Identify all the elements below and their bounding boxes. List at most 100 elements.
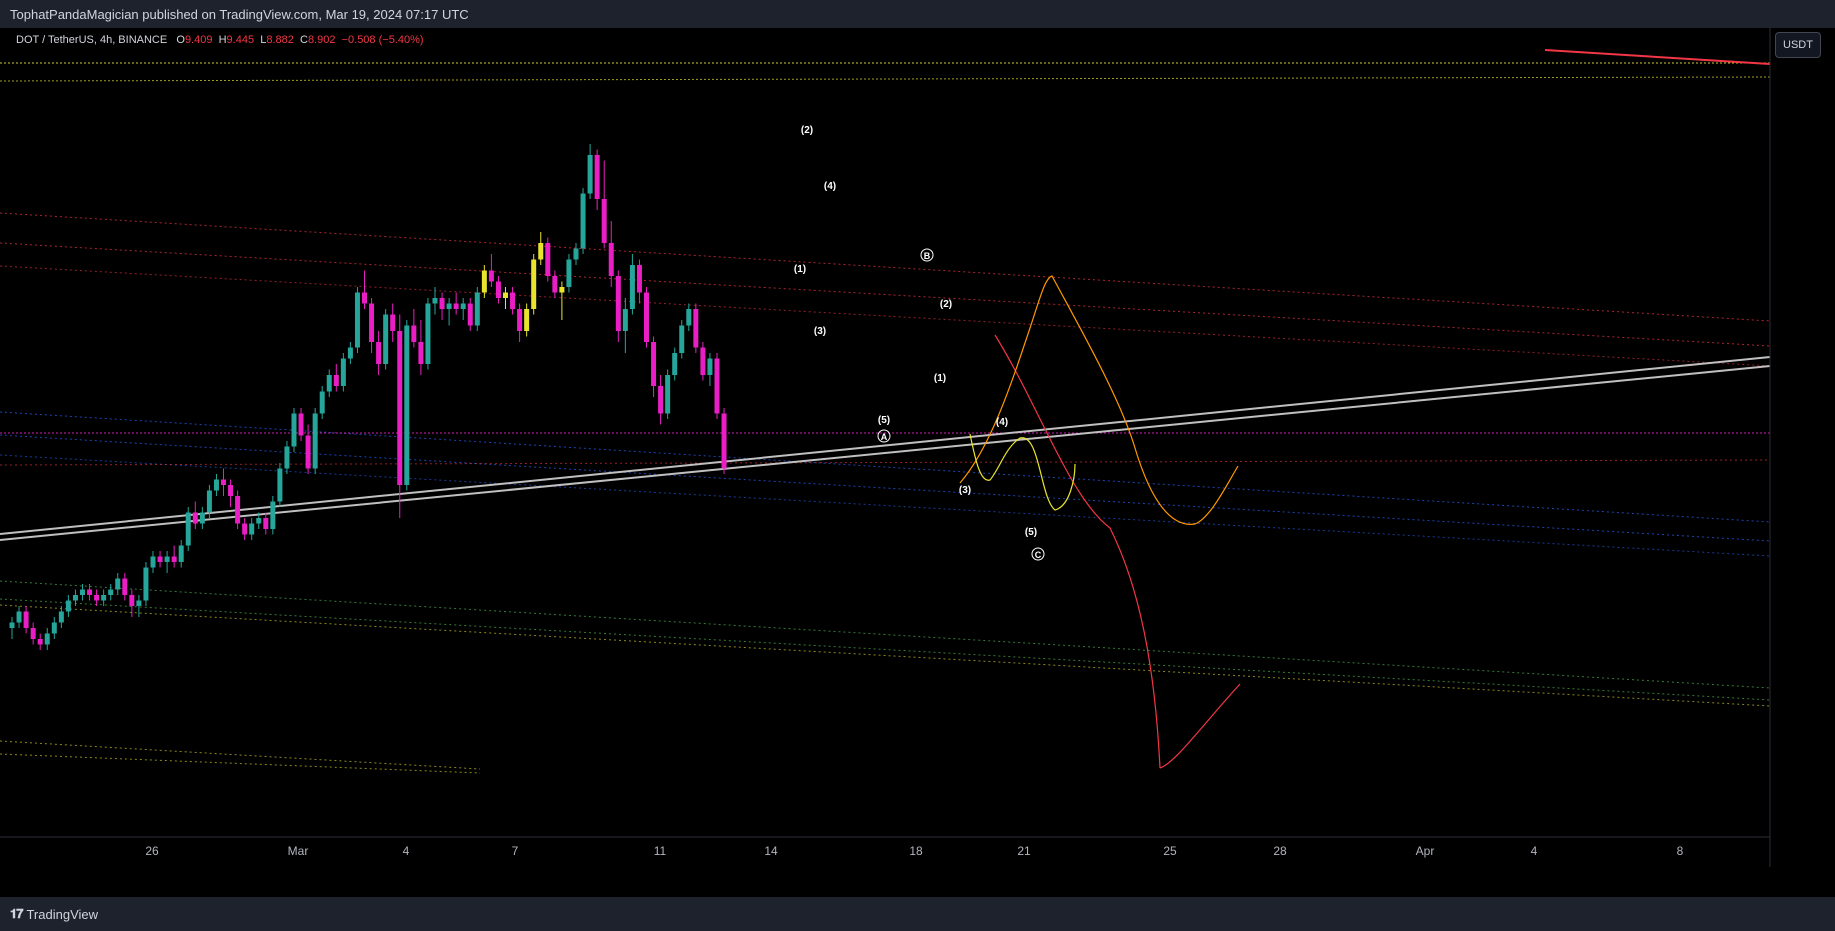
candle-body: [164, 556, 170, 562]
candle-body: [291, 413, 297, 447]
candles: [9, 144, 727, 650]
channel-line: [0, 580, 1771, 689]
candle-body: [651, 342, 657, 386]
change-value: −0.508 (−5.40%): [341, 34, 424, 46]
publisher-bar: TophatPandaMagician published on Trading…: [0, 0, 1835, 28]
candle-body: [298, 413, 304, 436]
wave-labels: (2) (4) (1) (3) B (2) (1) (5) A (4) (3) (5) C: [794, 125, 1045, 561]
candle-body: [439, 298, 445, 309]
candle-body: [136, 600, 142, 606]
candle-body: [397, 331, 403, 485]
candle-body: [608, 243, 614, 276]
candle-body: [460, 303, 466, 309]
wave-label: (3): [814, 326, 826, 337]
wave-circle: [877, 429, 891, 443]
orange-forecast-path: [959, 275, 1239, 525]
candle-body: [446, 303, 452, 309]
close-label: C: [299, 34, 308, 46]
candle-body: [390, 314, 396, 331]
candle-body: [235, 496, 241, 524]
candle-body: [108, 589, 114, 595]
candle-body: [700, 347, 706, 375]
channel-line: [0, 740, 481, 770]
wave-label: (2): [940, 299, 952, 310]
candle-body: [622, 309, 628, 331]
currency-button[interactable]: USDT: [1775, 32, 1821, 58]
wave-label: (1): [794, 264, 806, 275]
candle-body: [221, 479, 226, 485]
channel-line: [0, 604, 1771, 707]
tradingview-brand[interactable]: 𝟏𝟕 TradingView: [10, 906, 98, 922]
candle-body: [199, 512, 205, 524]
candle-body: [707, 358, 713, 375]
candle-body: [80, 589, 85, 595]
candle-body: [87, 589, 93, 595]
time-tick-label: 8: [1677, 844, 1684, 858]
yellow-forecast-path: [969, 433, 1076, 511]
open-value: 9.409: [184, 34, 213, 46]
candle-body: [615, 276, 621, 331]
low-label: L: [260, 34, 267, 46]
close-value: 8.902: [307, 34, 336, 46]
candle-body: [721, 413, 727, 469]
time-tick-label: 21: [1017, 844, 1031, 858]
candle-body: [115, 578, 121, 590]
candle-body: [665, 375, 671, 414]
time-tick-label: 7: [512, 844, 519, 858]
candle-body: [531, 259, 537, 309]
channel-line: [0, 265, 1771, 367]
trendlines: [0, 49, 1771, 774]
candle-body: [171, 556, 177, 562]
candle-body: [122, 578, 128, 595]
wave-label: (4): [824, 181, 836, 192]
candle-body: [30, 628, 36, 639]
candle-body: [51, 622, 57, 634]
candle-body: [44, 633, 50, 645]
candle-body: [362, 292, 367, 304]
candle-body: [256, 518, 262, 524]
candlestick-chart[interactable]: (2)(4)(1)(3)B(2)(1)(5)A(4)(3)(5)C 12.000…: [0, 28, 1835, 867]
candle-body: [312, 413, 318, 469]
candle-body: [467, 303, 473, 326]
time-tick-label: 18: [909, 844, 923, 858]
open-label: O: [176, 34, 185, 46]
candle-body: [143, 567, 149, 601]
candle-body: [305, 435, 311, 469]
candle-body: [277, 468, 283, 502]
candle-body: [679, 325, 685, 353]
time-axis[interactable]: 26 Mar 4 7 11 14 18 21 25 28 Apr 4 8: [145, 844, 1683, 858]
candle-body: [636, 265, 642, 293]
channel-line: [0, 76, 1771, 82]
red-forecast-path: [994, 334, 1161, 769]
candle-body: [65, 600, 71, 612]
candle-body: [270, 501, 276, 529]
candle-body: [319, 391, 325, 414]
channel-line: [0, 242, 1771, 347]
candle-body: [503, 292, 508, 298]
candle-body: [594, 155, 600, 199]
channel-line: [0, 459, 1771, 466]
candle-body: [404, 325, 410, 485]
tradingview-logo-icon: 𝟏𝟕: [10, 906, 24, 921]
candle-body: [481, 270, 487, 293]
candle-body: [552, 276, 558, 293]
channel-line: [0, 212, 1771, 322]
trendline-lower: [0, 365, 1771, 541]
candle-body: [150, 556, 156, 568]
candle-body: [249, 523, 255, 535]
candle-body: [418, 342, 424, 364]
high-label: H: [218, 34, 227, 46]
candle-body: [474, 292, 480, 326]
wave-label: B: [924, 251, 931, 261]
candle-body: [672, 353, 678, 375]
wave-label: (5): [878, 415, 890, 426]
wave-label: (2): [801, 125, 813, 136]
candle-body: [9, 622, 15, 628]
trendline-upper: [0, 356, 1771, 535]
candle-body: [284, 446, 290, 469]
brand-label: TradingView: [26, 906, 99, 922]
publisher-text: TophatPandaMagician published on Trading…: [10, 7, 469, 22]
candle-body: [629, 265, 635, 309]
wave-label: A: [881, 432, 888, 442]
candle-body: [601, 199, 607, 243]
